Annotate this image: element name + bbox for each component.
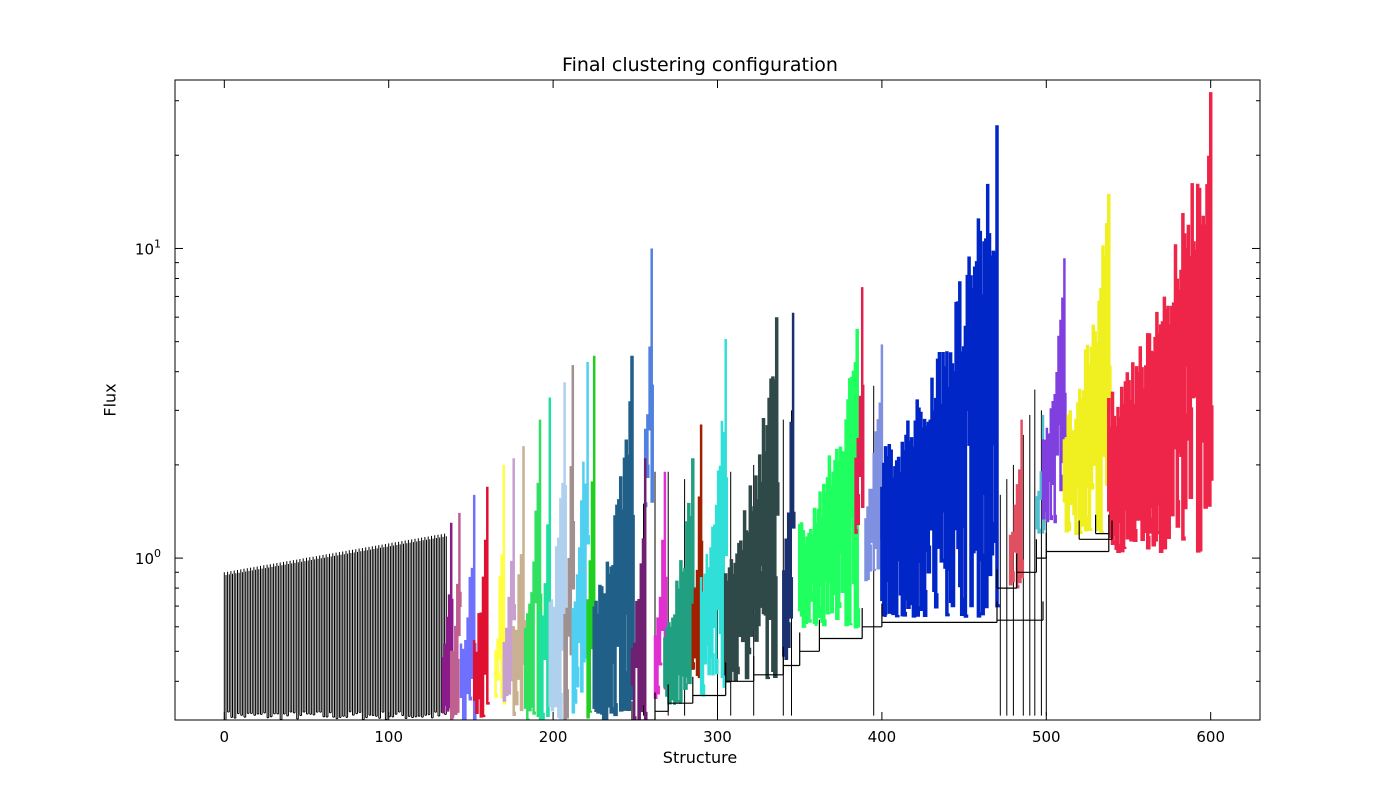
plot-area — [223, 92, 1214, 720]
x-tick-label: 600 — [1196, 728, 1225, 746]
y-axis-label: Flux — [100, 383, 120, 417]
x-tick-label: 300 — [703, 728, 732, 746]
cluster-branch — [592, 355, 635, 720]
x-tick-label: 200 — [539, 728, 568, 746]
background-leaves — [223, 533, 447, 720]
axis-ticks: 0 100 200 300 400 500 600 100 101 — [135, 80, 1260, 746]
cluster-branch — [854, 287, 865, 534]
cluster-branch — [880, 125, 1000, 618]
x-tick-label: 400 — [868, 728, 897, 746]
cluster-branch — [472, 486, 490, 718]
y-tick-label: 101 — [135, 237, 161, 258]
cluster-branch — [494, 464, 507, 705]
cluster-branch — [691, 424, 704, 679]
cluster-branch — [1035, 414, 1046, 534]
cluster-branch — [1008, 419, 1025, 589]
cluster-branch — [512, 446, 526, 716]
cluster-branch — [1107, 92, 1214, 554]
x-tick-label: 0 — [220, 728, 230, 746]
chart-title: Final clustering configuration — [562, 54, 838, 76]
cluster-branch — [449, 512, 462, 720]
cluster-branch — [797, 328, 861, 629]
cluster-branch — [571, 362, 590, 714]
x-tick-label: 100 — [374, 728, 403, 746]
y-tick-label: 100 — [135, 547, 161, 568]
x-tick-label: 500 — [1032, 728, 1061, 746]
x-axis-label: Structure — [662, 748, 738, 767]
cluster-branch — [441, 522, 454, 714]
merge-links — [631, 514, 1113, 720]
cluster-branch — [502, 458, 517, 702]
